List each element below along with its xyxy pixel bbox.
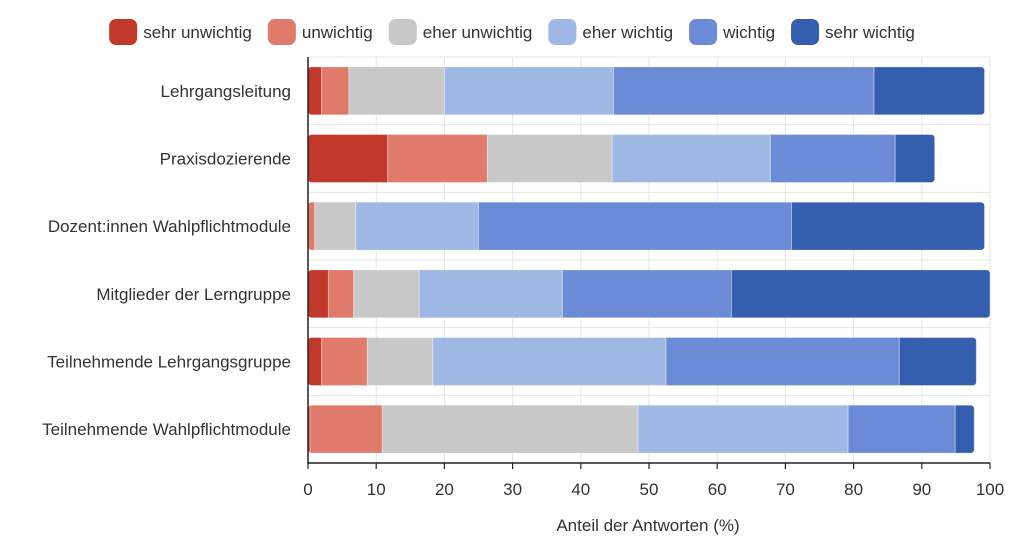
legend-item[interactable]: eher unwichtig	[388, 19, 533, 45]
x-tick-label: 0	[303, 480, 312, 499]
x-tick-label: 90	[912, 480, 931, 499]
category-label: Teilnehmende Wahlpflichtmodule	[42, 420, 291, 439]
axes: 0 10 20 30 40 50 60 70 80 90 100	[303, 57, 1004, 499]
legend-item[interactable]: wichtig	[689, 19, 775, 45]
bar-segment[interactable]	[327, 269, 355, 318]
x-tick-label: 20	[435, 480, 454, 499]
bar-segment[interactable]	[308, 202, 316, 251]
bar-segment[interactable]	[321, 66, 350, 115]
legend-item[interactable]: sehr wichtig	[791, 19, 915, 45]
bar-row: Mitglieder der Lerngruppe	[96, 269, 990, 318]
bar-segment[interactable]	[308, 337, 323, 386]
bar-segment[interactable]	[847, 405, 956, 454]
bar-segment[interactable]	[873, 66, 985, 115]
x-tick-label: 30	[503, 480, 522, 499]
bar-segment[interactable]	[731, 269, 990, 318]
bar-segment[interactable]	[353, 269, 420, 318]
bar-segment[interactable]	[387, 134, 488, 183]
bar-segment[interactable]	[611, 134, 771, 183]
legend-label: eher unwichtig	[423, 23, 533, 42]
bar-segment[interactable]	[308, 66, 323, 115]
bar-segments	[308, 405, 975, 454]
x-tick-label: 70	[776, 480, 795, 499]
legend-item[interactable]: eher wichtig	[548, 19, 673, 45]
bar-row: Lehrgangsleitung	[161, 66, 985, 115]
bar-segment[interactable]	[561, 269, 733, 318]
category-label: Lehrgangsleitung	[161, 82, 291, 101]
bar-segment[interactable]	[613, 66, 875, 115]
bar-row: Praxisdozierende	[160, 134, 935, 183]
category-label: Dozent:innen Wahlpflichtmodule	[48, 217, 291, 236]
bar-segment[interactable]	[769, 134, 896, 183]
bar-segment[interactable]	[366, 337, 434, 386]
bar-segment[interactable]	[355, 202, 479, 251]
legend-item[interactable]: sehr unwichtig	[109, 19, 252, 45]
category-label: Mitglieder der Lerngruppe	[96, 285, 291, 304]
legend-label: sehr unwichtig	[143, 23, 252, 42]
bar-segments	[308, 66, 985, 115]
bar-segment[interactable]	[443, 66, 615, 115]
bar-segments	[308, 269, 990, 318]
legend-label: sehr wichtig	[825, 23, 915, 42]
legend-item[interactable]: unwichtig	[267, 19, 373, 45]
bar-segment[interactable]	[314, 202, 357, 251]
legend-swatch	[689, 19, 718, 45]
bar-segments	[308, 134, 935, 183]
bar-segment[interactable]	[381, 405, 639, 454]
x-tick-label: 100	[976, 480, 1004, 499]
x-axis-title: Anteil der Antworten (%)	[556, 516, 739, 535]
bar-segment[interactable]	[486, 134, 613, 183]
x-tick-label: 80	[844, 480, 863, 499]
legend-label: wichtig	[722, 23, 775, 42]
bar-segment[interactable]	[637, 405, 849, 454]
legend-swatch	[109, 19, 138, 45]
bar-row: Teilnehmende Wahlpflichtmodule	[42, 405, 975, 454]
bar-segment[interactable]	[321, 337, 368, 386]
bar-segments	[308, 202, 985, 251]
x-tick-label: 10	[367, 480, 386, 499]
x-tick-label: 60	[708, 480, 727, 499]
legend-swatch	[267, 19, 296, 45]
bar-segment[interactable]	[308, 269, 329, 318]
x-tick-label: 40	[571, 480, 590, 499]
bar-row: Dozent:innen Wahlpflichtmodule	[48, 202, 985, 251]
bar-segment[interactable]	[418, 269, 563, 318]
legend-swatch	[791, 19, 820, 45]
bar-segment[interactable]	[894, 134, 935, 183]
bars: Lehrgangsleitung Praxisdozierende Dozent:i…	[42, 66, 990, 454]
bar-segments	[308, 337, 977, 386]
bar-row: Teilnehmende Lehrgangsgruppe	[47, 337, 977, 386]
bar-segment[interactable]	[309, 405, 383, 454]
legend-label: unwichtig	[302, 23, 373, 42]
bar-segment[interactable]	[348, 66, 445, 115]
legend-swatch	[388, 19, 417, 45]
bar-segment[interactable]	[432, 337, 667, 386]
legend-swatch	[548, 19, 577, 45]
x-tick-label: 50	[640, 480, 659, 499]
bar-segment[interactable]	[665, 337, 900, 386]
bar-segment[interactable]	[308, 134, 389, 183]
legend: sehr unwichtig unwichtig eher unwichtig ehe…	[109, 19, 915, 45]
bar-segment[interactable]	[478, 202, 793, 251]
category-label: Praxisdozierende	[160, 150, 291, 169]
legend-label: eher wichtig	[582, 23, 673, 42]
bar-segment[interactable]	[791, 202, 985, 251]
bar-segment[interactable]	[898, 337, 977, 386]
category-label: Teilnehmende Lehrgangsgruppe	[47, 353, 291, 372]
grid	[307, 56, 991, 464]
bar-segment[interactable]	[954, 405, 975, 454]
